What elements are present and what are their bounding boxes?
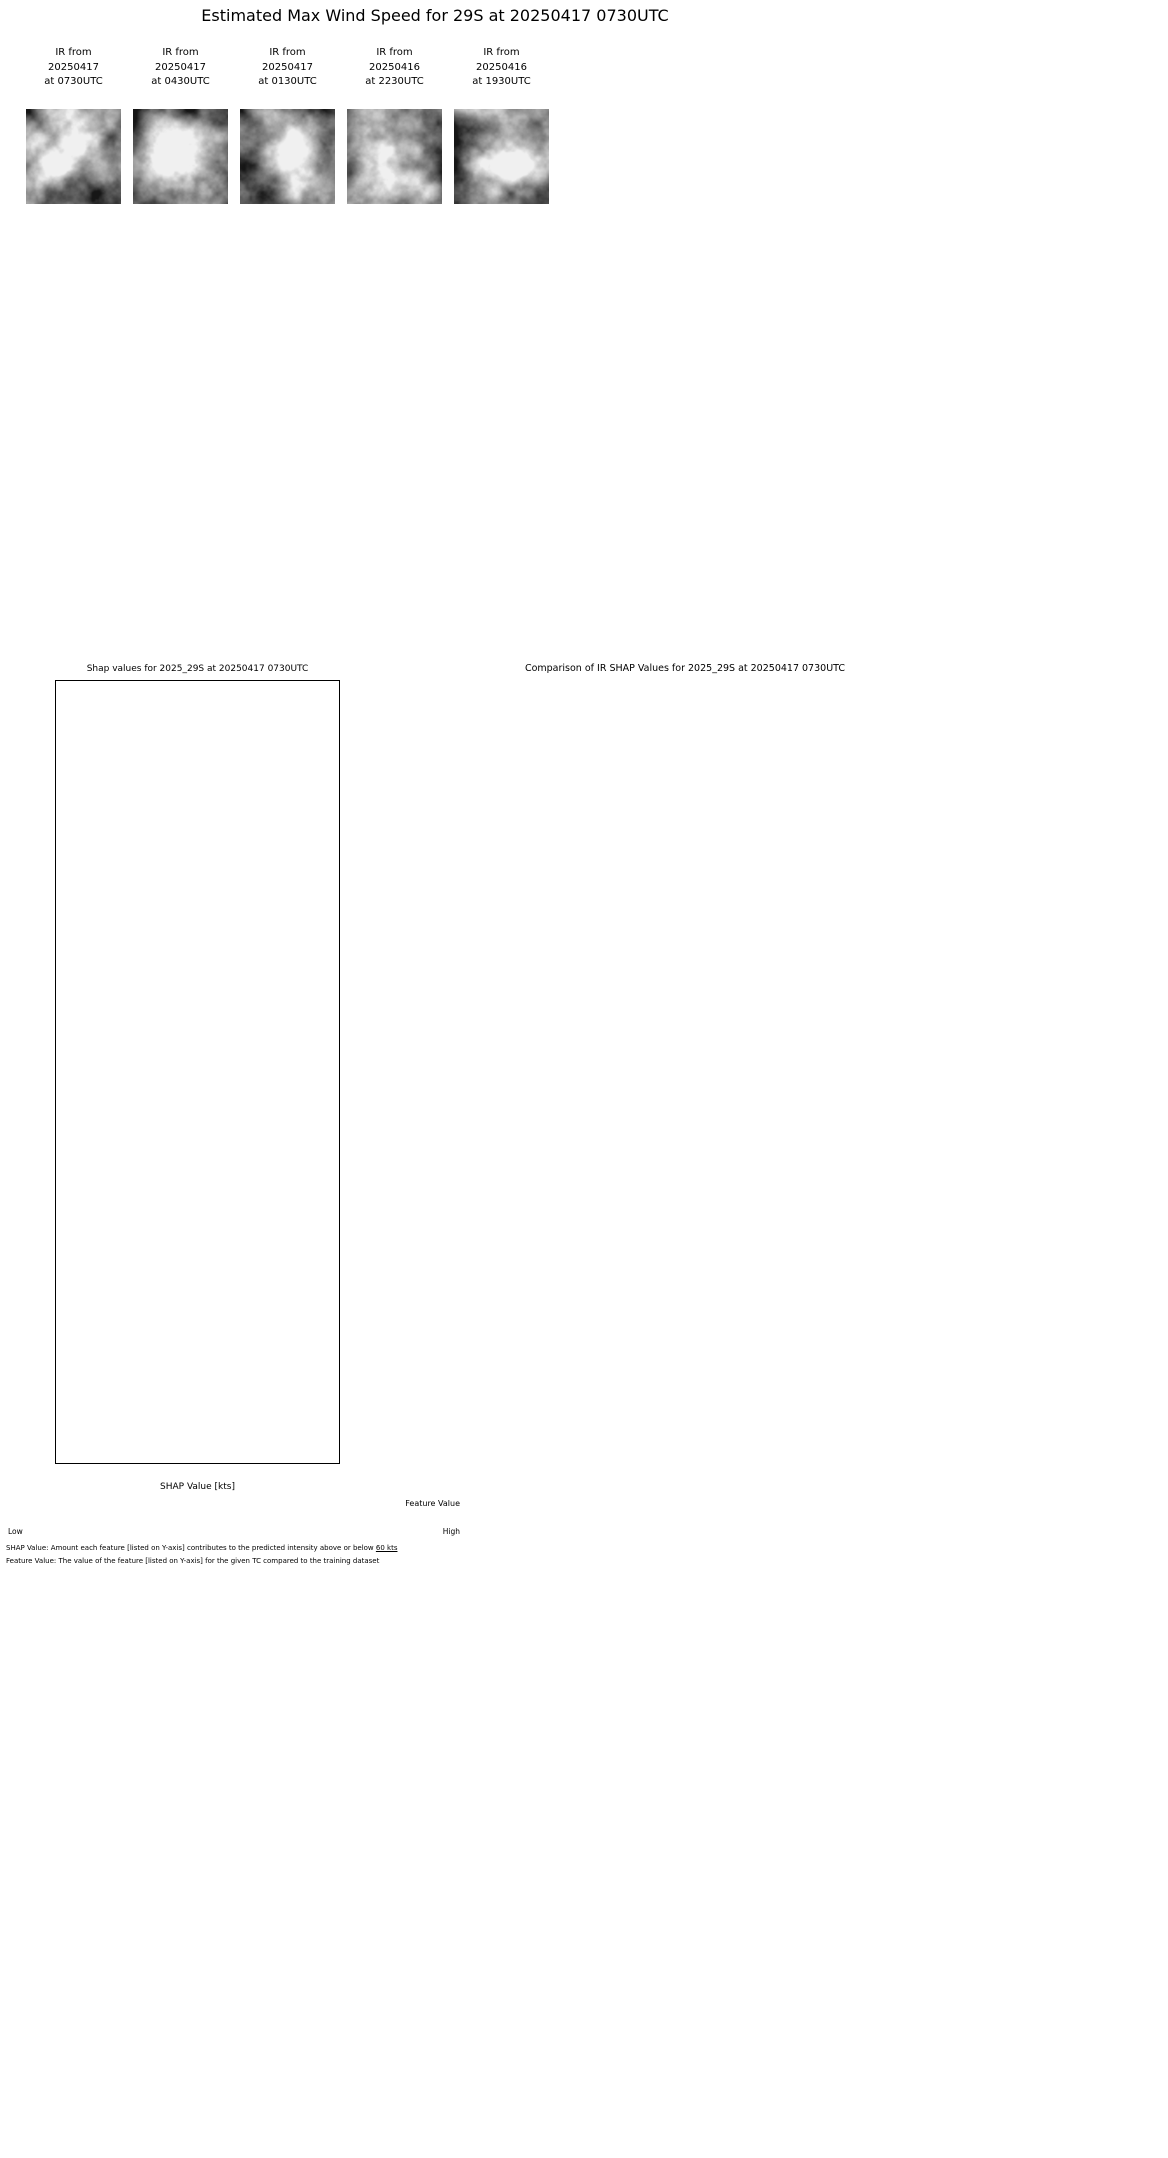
ir-thumbnail-label: IR from 20250417 at 0130UTC xyxy=(258,47,317,87)
footnote-text: SHAP Value: Amount each feature [listed … xyxy=(6,1544,376,1552)
ir-thumbnail-image xyxy=(347,109,442,204)
ir-thumbnail-label: IR from 20250417 at 0730UTC xyxy=(44,47,103,87)
ir-thumbnail-image xyxy=(454,109,549,204)
page-title: Estimated Max Wind Speed for 29S at 2025… xyxy=(201,6,669,25)
estimated-msw-section: Estimated Max Wind Speed for 29S at 2025… xyxy=(0,0,1168,300)
shap-timeseries-section xyxy=(0,302,1168,656)
ir-thumbnail-label: IR from 20250416 at 2230UTC xyxy=(365,47,424,87)
dotplot-feature-labels xyxy=(0,680,51,1464)
shap-timeseries-chart xyxy=(0,302,880,620)
footnote-underline: 60 kts xyxy=(375,1544,398,1552)
ir-thumbnail: IR from 20250416 at 2230UTC xyxy=(347,46,442,204)
shap-dotplot-section: Shap values for 2025_29S at 20250417 073… xyxy=(0,656,470,1616)
ir-thumbnail: IR from 20250417 at 0730UTC xyxy=(26,46,121,204)
ir-thumbnail-strip: IR from 20250417 at 0730UTC IR from 20250… xyxy=(26,46,549,204)
feature-value-footnote: Feature Value: The value of the feature … xyxy=(6,1557,380,1565)
msw-histogram xyxy=(552,16,868,296)
dotplot-x-axis-label: SHAP Value [kts] xyxy=(160,1482,235,1492)
comparison-title: Comparison of IR SHAP Values for 2025_29… xyxy=(524,663,846,674)
ir-thumbnail-label: IR from 20250416 at 1930UTC xyxy=(472,47,531,87)
colorbar-high-label: High xyxy=(442,1527,460,1536)
comparison-body xyxy=(470,655,900,2158)
ir-thumbnail-image xyxy=(133,109,228,204)
dotplot-annotations xyxy=(344,680,470,1464)
dotplot-x-axis xyxy=(55,1464,340,1480)
shap-value-footnote: SHAP Value: Amount each feature [listed … xyxy=(6,1544,397,1552)
ir-thumbnail: IR from 20250416 at 1930UTC xyxy=(454,46,549,204)
feature-value-colorbar xyxy=(8,1512,460,1525)
dotplot-plot-area xyxy=(55,680,340,1464)
feature-value-colorbar-label: Feature Value xyxy=(405,1499,460,1508)
ir-shap-comparison-section: Comparison of IR SHAP Values for 2025_29… xyxy=(470,655,900,2158)
ir-thumbnail-label: IR from 20250417 at 0430UTC xyxy=(151,47,210,87)
dotplot-title: Shap values for 2025_29S at 20250417 073… xyxy=(86,664,309,674)
colorbar-low-label: Low xyxy=(8,1527,23,1536)
ir-thumbnail: IR from 20250417 at 0430UTC xyxy=(133,46,228,204)
ir-thumbnail: IR from 20250417 at 0130UTC xyxy=(240,46,335,204)
ir-thumbnail-image xyxy=(240,109,335,204)
ir-thumbnail-image xyxy=(26,109,121,204)
